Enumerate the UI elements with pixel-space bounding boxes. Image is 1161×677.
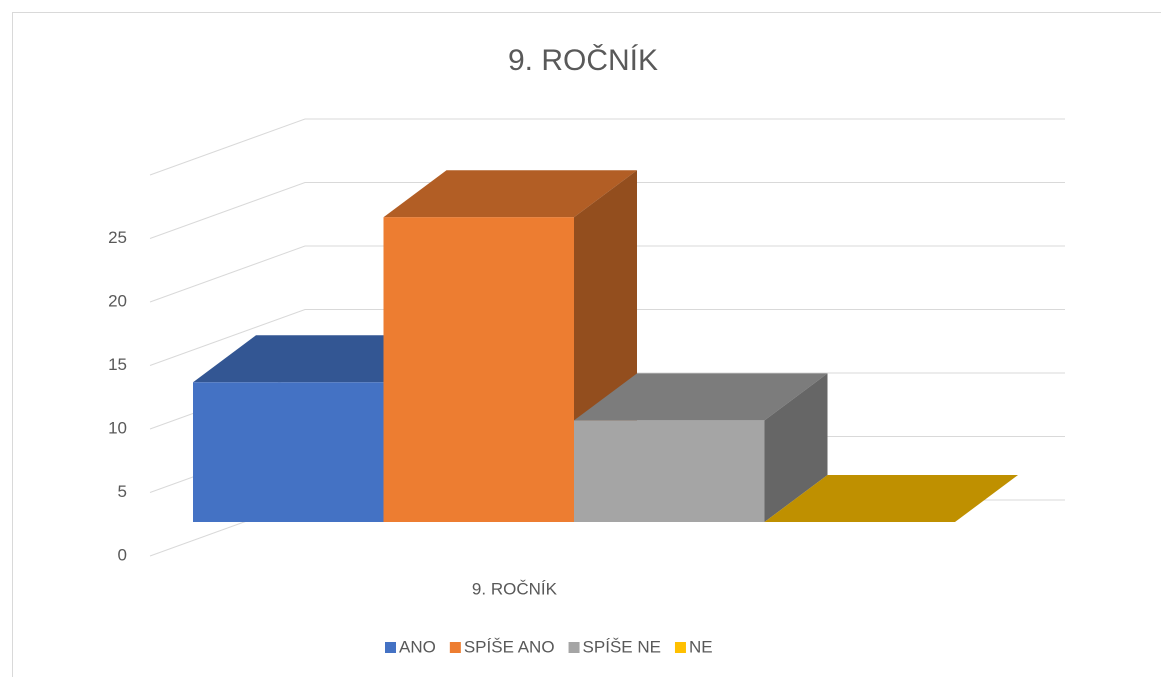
bar-top [574, 373, 828, 421]
grid-line [149, 182, 1065, 239]
bar [383, 217, 574, 522]
y-tick-label: 5 [118, 482, 127, 501]
y-tick-label: 25 [108, 228, 127, 247]
bar-top [764, 475, 1018, 522]
legend-swatch [568, 642, 580, 653]
legend-swatch [674, 642, 686, 653]
y-tick-label: 10 [108, 418, 127, 437]
y-tick-label: 0 [118, 545, 127, 564]
legend-label: ANO [399, 637, 436, 656]
y-tick-label: 15 [108, 355, 127, 374]
bar-top [383, 170, 637, 218]
legend-label: NE [689, 637, 713, 656]
y-tick-label: 20 [108, 291, 127, 310]
wall-edge [149, 118, 1065, 176]
bar-side [764, 373, 828, 522]
bar-top [193, 335, 447, 383]
grid-line [149, 309, 1065, 366]
bar [574, 420, 765, 522]
bar [193, 382, 384, 522]
x-tick-label: 9. ROČNÍK [472, 579, 558, 598]
legend-swatch [449, 642, 461, 653]
grid-line [149, 245, 1065, 303]
legend-label: SPÍŠE NE [583, 637, 661, 656]
chart-title: 9. ROČNÍK [508, 43, 658, 77]
legend-swatch [385, 642, 396, 653]
legend-label: SPÍŠE ANO [464, 637, 555, 656]
